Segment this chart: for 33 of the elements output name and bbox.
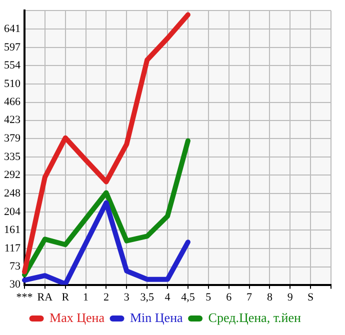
x-tick-label: 2 (103, 291, 109, 304)
x-tick-label: R (62, 291, 70, 304)
legend-label: Max Цена (50, 310, 105, 325)
x-tick-label: *** (16, 291, 33, 304)
x-tick-label: S (308, 291, 314, 304)
x-tick-label: 3 (124, 291, 130, 304)
x-tick-label: 3,5 (140, 291, 154, 304)
y-tick-label: 30 (10, 278, 21, 291)
y-tick-label: 248 (4, 187, 21, 200)
y-tick-label: 161 (4, 224, 20, 236)
y-tick-label: 292 (4, 169, 20, 182)
y-tick-label: 510 (4, 78, 21, 90)
legend-label: Сред.Цена, т.йен (208, 310, 302, 325)
y-tick-label: 117 (4, 242, 21, 254)
y-tick-label: 597 (4, 41, 21, 54)
y-tick-label: 73 (10, 260, 21, 273)
x-tick-label: 7 (246, 291, 253, 304)
x-tick-label: 9 (287, 291, 294, 304)
x-tick-label: RA (37, 291, 53, 304)
x-tick-label: 4 (164, 291, 171, 304)
y-tick-label: 641 (4, 22, 20, 35)
x-tick-label: 1 (83, 291, 89, 304)
y-tick-label: 204 (4, 206, 21, 218)
x-tick-label: 5 (206, 291, 212, 304)
y-tick-label: 335 (4, 151, 21, 164)
y-tick-label: 466 (4, 96, 21, 108)
x-tick-label: 4,5 (181, 291, 196, 304)
y-tick-label: 554 (4, 59, 21, 72)
x-tick-label: 8 (266, 291, 273, 304)
legend-label: Min Цена (130, 310, 184, 325)
x-tick-label: 6 (226, 291, 232, 304)
y-tick-label: 423 (4, 114, 21, 126)
y-tick-label: 379 (4, 132, 21, 145)
